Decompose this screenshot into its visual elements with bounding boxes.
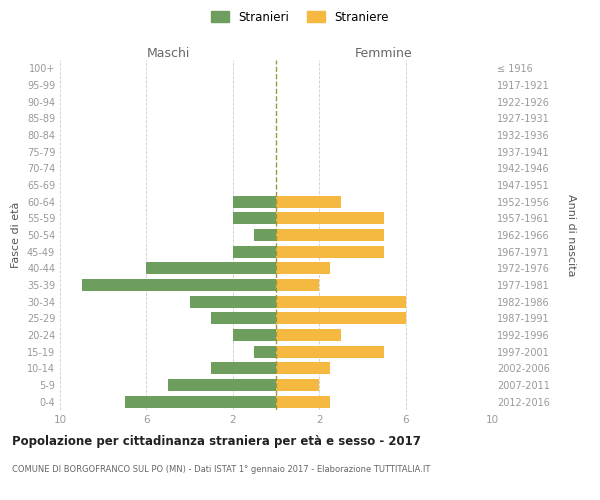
Bar (233, 212, 276, 224)
Bar (276, 396, 330, 407)
Bar (233, 196, 276, 207)
Text: Maschi: Maschi (146, 47, 190, 60)
Text: Popolazione per cittadinanza straniera per età e sesso - 2017: Popolazione per cittadinanza straniera p… (12, 435, 421, 448)
Bar (254, 229, 276, 241)
Bar (276, 296, 406, 308)
Y-axis label: Anni di nascita: Anni di nascita (566, 194, 577, 276)
Bar (276, 262, 330, 274)
Bar (168, 379, 276, 391)
Bar (82, 279, 276, 291)
Legend: Stranieri, Straniere: Stranieri, Straniere (206, 6, 394, 28)
Bar (254, 346, 276, 358)
Bar (146, 262, 276, 274)
Bar (233, 329, 276, 341)
Bar (276, 246, 384, 258)
Bar (233, 246, 276, 258)
Bar (276, 379, 319, 391)
Text: COMUNE DI BORGOFRANCO SUL PO (MN) - Dati ISTAT 1° gennaio 2017 - Elaborazione TU: COMUNE DI BORGOFRANCO SUL PO (MN) - Dati… (12, 465, 430, 474)
Bar (125, 396, 276, 407)
Bar (211, 362, 276, 374)
Bar (276, 329, 341, 341)
Bar (276, 279, 319, 291)
Bar (276, 196, 341, 207)
Bar (276, 229, 384, 241)
Y-axis label: Fasce di età: Fasce di età (11, 202, 21, 268)
Bar (276, 312, 406, 324)
Bar (276, 346, 384, 358)
Bar (276, 212, 384, 224)
Bar (276, 362, 330, 374)
Bar (190, 296, 276, 308)
Text: Femmine: Femmine (355, 47, 413, 60)
Bar (211, 312, 276, 324)
